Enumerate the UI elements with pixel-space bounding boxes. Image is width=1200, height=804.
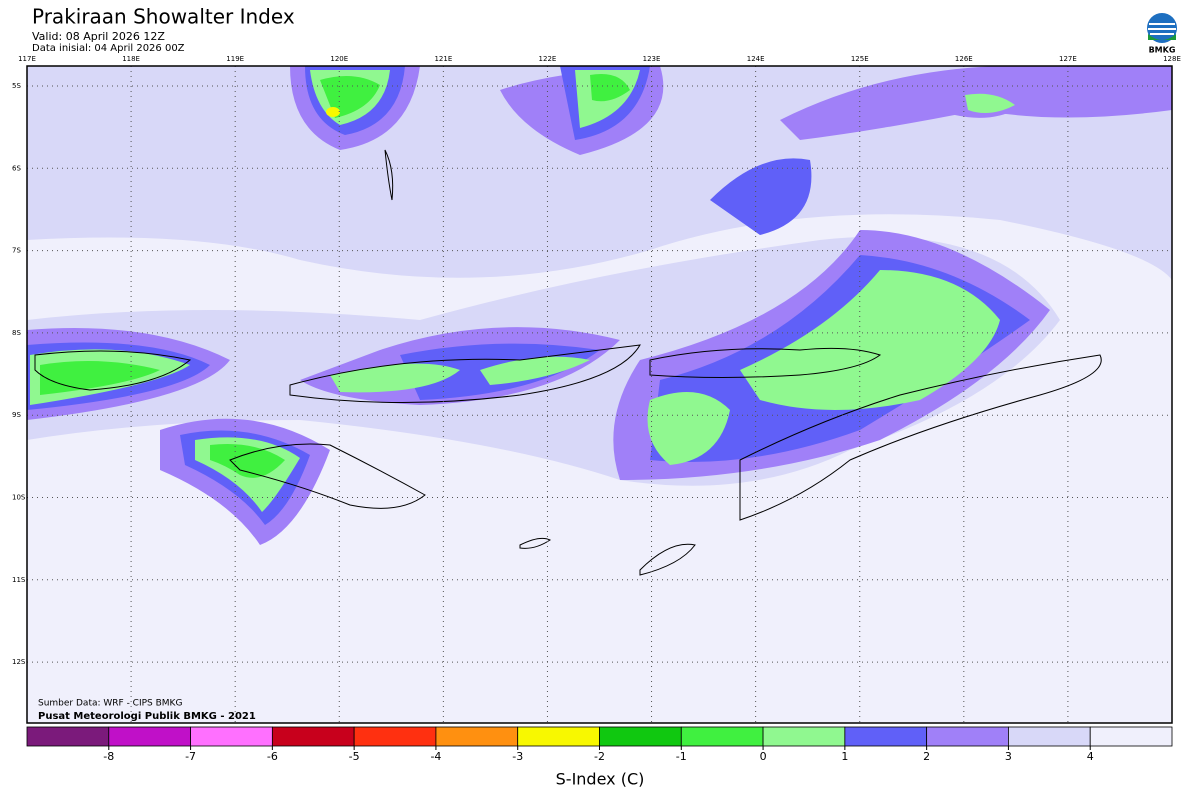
logo: BMKG [1147,13,1177,55]
colorbar-segment [26,726,110,747]
colorbar-tick-label: -3 [512,750,523,763]
colorbar-segment [108,726,191,747]
colorbar-segment [435,726,519,747]
colorbar-tick-label: 1 [841,750,848,763]
timor [739,354,1102,521]
lon-label: 118E [122,55,140,63]
field-1 [27,66,1030,525]
lon-label: 125E [851,55,869,63]
selayar [384,149,394,201]
sumba [229,443,426,509]
colorbar-tick-label: -2 [594,750,605,763]
colorbar-segment [1089,726,1173,747]
colorbar-segment [844,726,928,747]
lat-label: 9S [12,411,21,419]
lon-label: 117E [18,55,36,63]
logo-ground [1148,34,1176,40]
colorbar-tick-label: 2 [923,750,930,763]
lat-label: 7S [12,247,21,255]
colorbar-tick-label: -7 [185,750,196,763]
colorbar-segment [353,726,437,747]
lat-label: 5S [12,82,21,90]
colorbar-segment [599,726,682,747]
colorbar-segment [517,726,600,747]
valid-time: Valid: 08 April 2026 12Z [32,30,165,43]
coastlines [34,149,1102,576]
credit: Pusat Meteorologi Publik BMKG - 2021 [38,711,256,722]
source: Sumber Data: WRF - CIPS BMKG [38,699,182,709]
lon-label: 124E [747,55,765,63]
colorbar-tick-label: 4 [1087,750,1094,763]
lat-label: 11S [12,576,26,584]
colorbar-tick-label: 0 [760,750,767,763]
flores [289,344,641,403]
small-islands [519,537,696,576]
lat-label: 8S [12,329,21,337]
colorbar-segment [1008,726,1091,747]
colorbar-segment [762,726,846,747]
init-time: Data inisial: 04 April 2026 00Z [32,43,185,54]
lon-label: 122E [539,55,557,63]
lon-label: 123E [643,55,661,63]
colorbar-tick-label: 3 [1005,750,1012,763]
colorbar-segment [190,726,273,747]
map-frame [26,65,1173,724]
colorbar-label: S-Index (C) [556,770,645,789]
lon-label: 119E [226,55,244,63]
lon-label: 121E [434,55,452,63]
colorbar-segment [271,726,355,747]
field-2 [27,66,1172,545]
alor [649,347,882,378]
lat-label: 6S [12,164,21,172]
lombok [34,350,192,391]
logo-lines [1148,23,1176,35]
lon-label: 120E [330,55,348,63]
index-field [27,66,1172,545]
field-0 [30,70,1015,512]
colorbar-tick-label: -5 [349,750,360,763]
colorbar-tick-label: -8 [103,750,114,763]
graticule [27,66,1172,723]
lon-label: 126E [955,55,973,63]
colorbar-tick-label: -4 [430,750,441,763]
colorbar-segment [680,726,764,747]
colorbar-segment [926,726,1009,747]
map: Sumber Data: WRF - CIPS BMKG Pusat Meteo… [26,65,1173,724]
colorbar-tick-label: -6 [267,750,278,763]
field-minus2 [326,107,340,117]
logo-text: BMKG [1149,46,1176,55]
lat-label: 12S [12,658,26,666]
lat-label: 10S [12,494,26,502]
colorbar-tick-label: -1 [676,750,687,763]
title: Prakiraan Showalter Index [32,5,295,29]
lon-label: 127E [1059,55,1077,63]
colorbar: -8 -7 -6 -5 -4 -3 -2 -1 0 1 2 3 4 [26,726,1173,763]
lon-label: 128E [1163,55,1181,63]
